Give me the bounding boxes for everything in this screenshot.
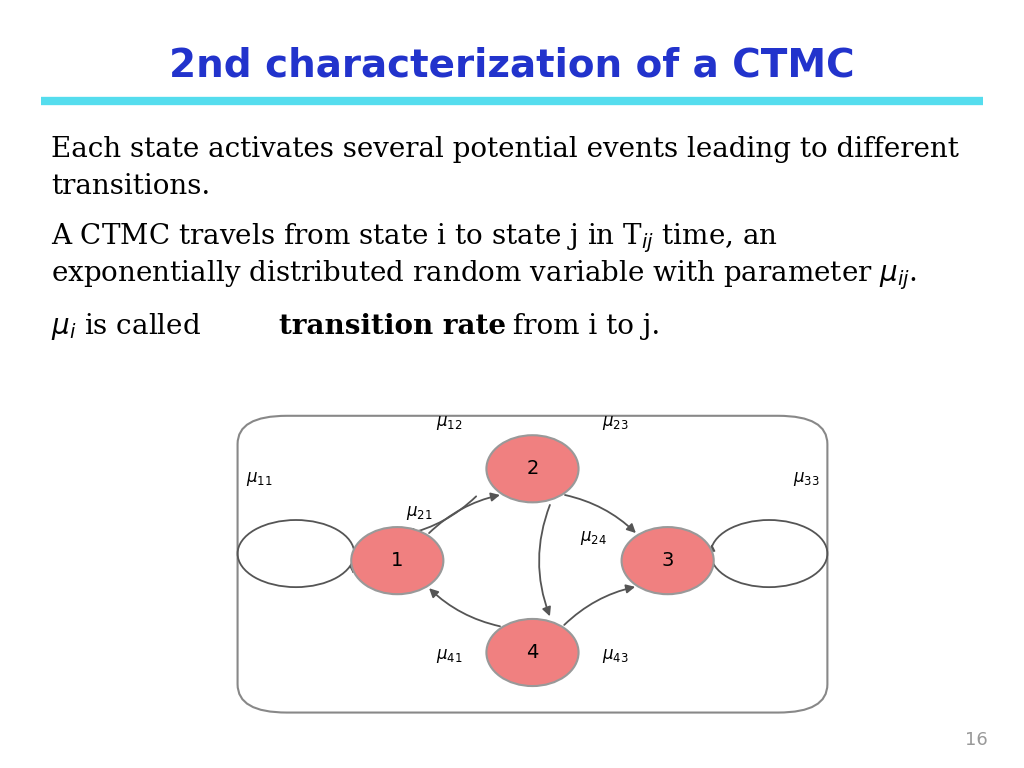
Text: 2nd characterization of a CTMC: 2nd characterization of a CTMC xyxy=(169,46,855,84)
Ellipse shape xyxy=(351,527,443,594)
Text: from i to j.: from i to j. xyxy=(504,313,660,340)
Text: 2: 2 xyxy=(526,459,539,478)
FancyArrowPatch shape xyxy=(408,496,476,536)
Text: $\mu_{21}$: $\mu_{21}$ xyxy=(406,504,432,522)
Text: $\mu_{23}$: $\mu_{23}$ xyxy=(602,414,629,432)
Text: $\mu_{33}$: $\mu_{33}$ xyxy=(793,470,819,488)
FancyArrowPatch shape xyxy=(539,505,550,614)
Text: exponentially distributed random variable with parameter $\mu_{ij}$.: exponentially distributed random variabl… xyxy=(51,258,918,292)
Text: $\mu_{41}$: $\mu_{41}$ xyxy=(436,647,463,665)
Text: $\mu_{11}$: $\mu_{11}$ xyxy=(246,470,272,488)
FancyArrowPatch shape xyxy=(429,494,498,533)
Text: 1: 1 xyxy=(391,551,403,570)
FancyArrowPatch shape xyxy=(430,590,500,626)
Text: 4: 4 xyxy=(526,643,539,662)
Text: $\mu_{24}$: $\mu_{24}$ xyxy=(581,528,607,547)
Text: 16: 16 xyxy=(966,731,988,749)
Ellipse shape xyxy=(486,435,579,502)
Text: $\mu_i$ is called: $\mu_i$ is called xyxy=(51,311,202,342)
Text: transitions.: transitions. xyxy=(51,173,211,200)
Text: Each state activates several potential events leading to different: Each state activates several potential e… xyxy=(51,136,959,164)
Text: 3: 3 xyxy=(662,551,674,570)
Text: A CTMC travels from state i to state j in T$_{ij}$ time, an: A CTMC travels from state i to state j i… xyxy=(51,221,778,255)
Ellipse shape xyxy=(622,527,714,594)
FancyArrowPatch shape xyxy=(565,495,635,531)
Text: $\mu_{12}$: $\mu_{12}$ xyxy=(436,414,463,432)
Ellipse shape xyxy=(486,619,579,686)
Text: transition rate: transition rate xyxy=(279,313,506,340)
Text: $\mu_{43}$: $\mu_{43}$ xyxy=(602,647,629,665)
FancyArrowPatch shape xyxy=(564,585,633,625)
